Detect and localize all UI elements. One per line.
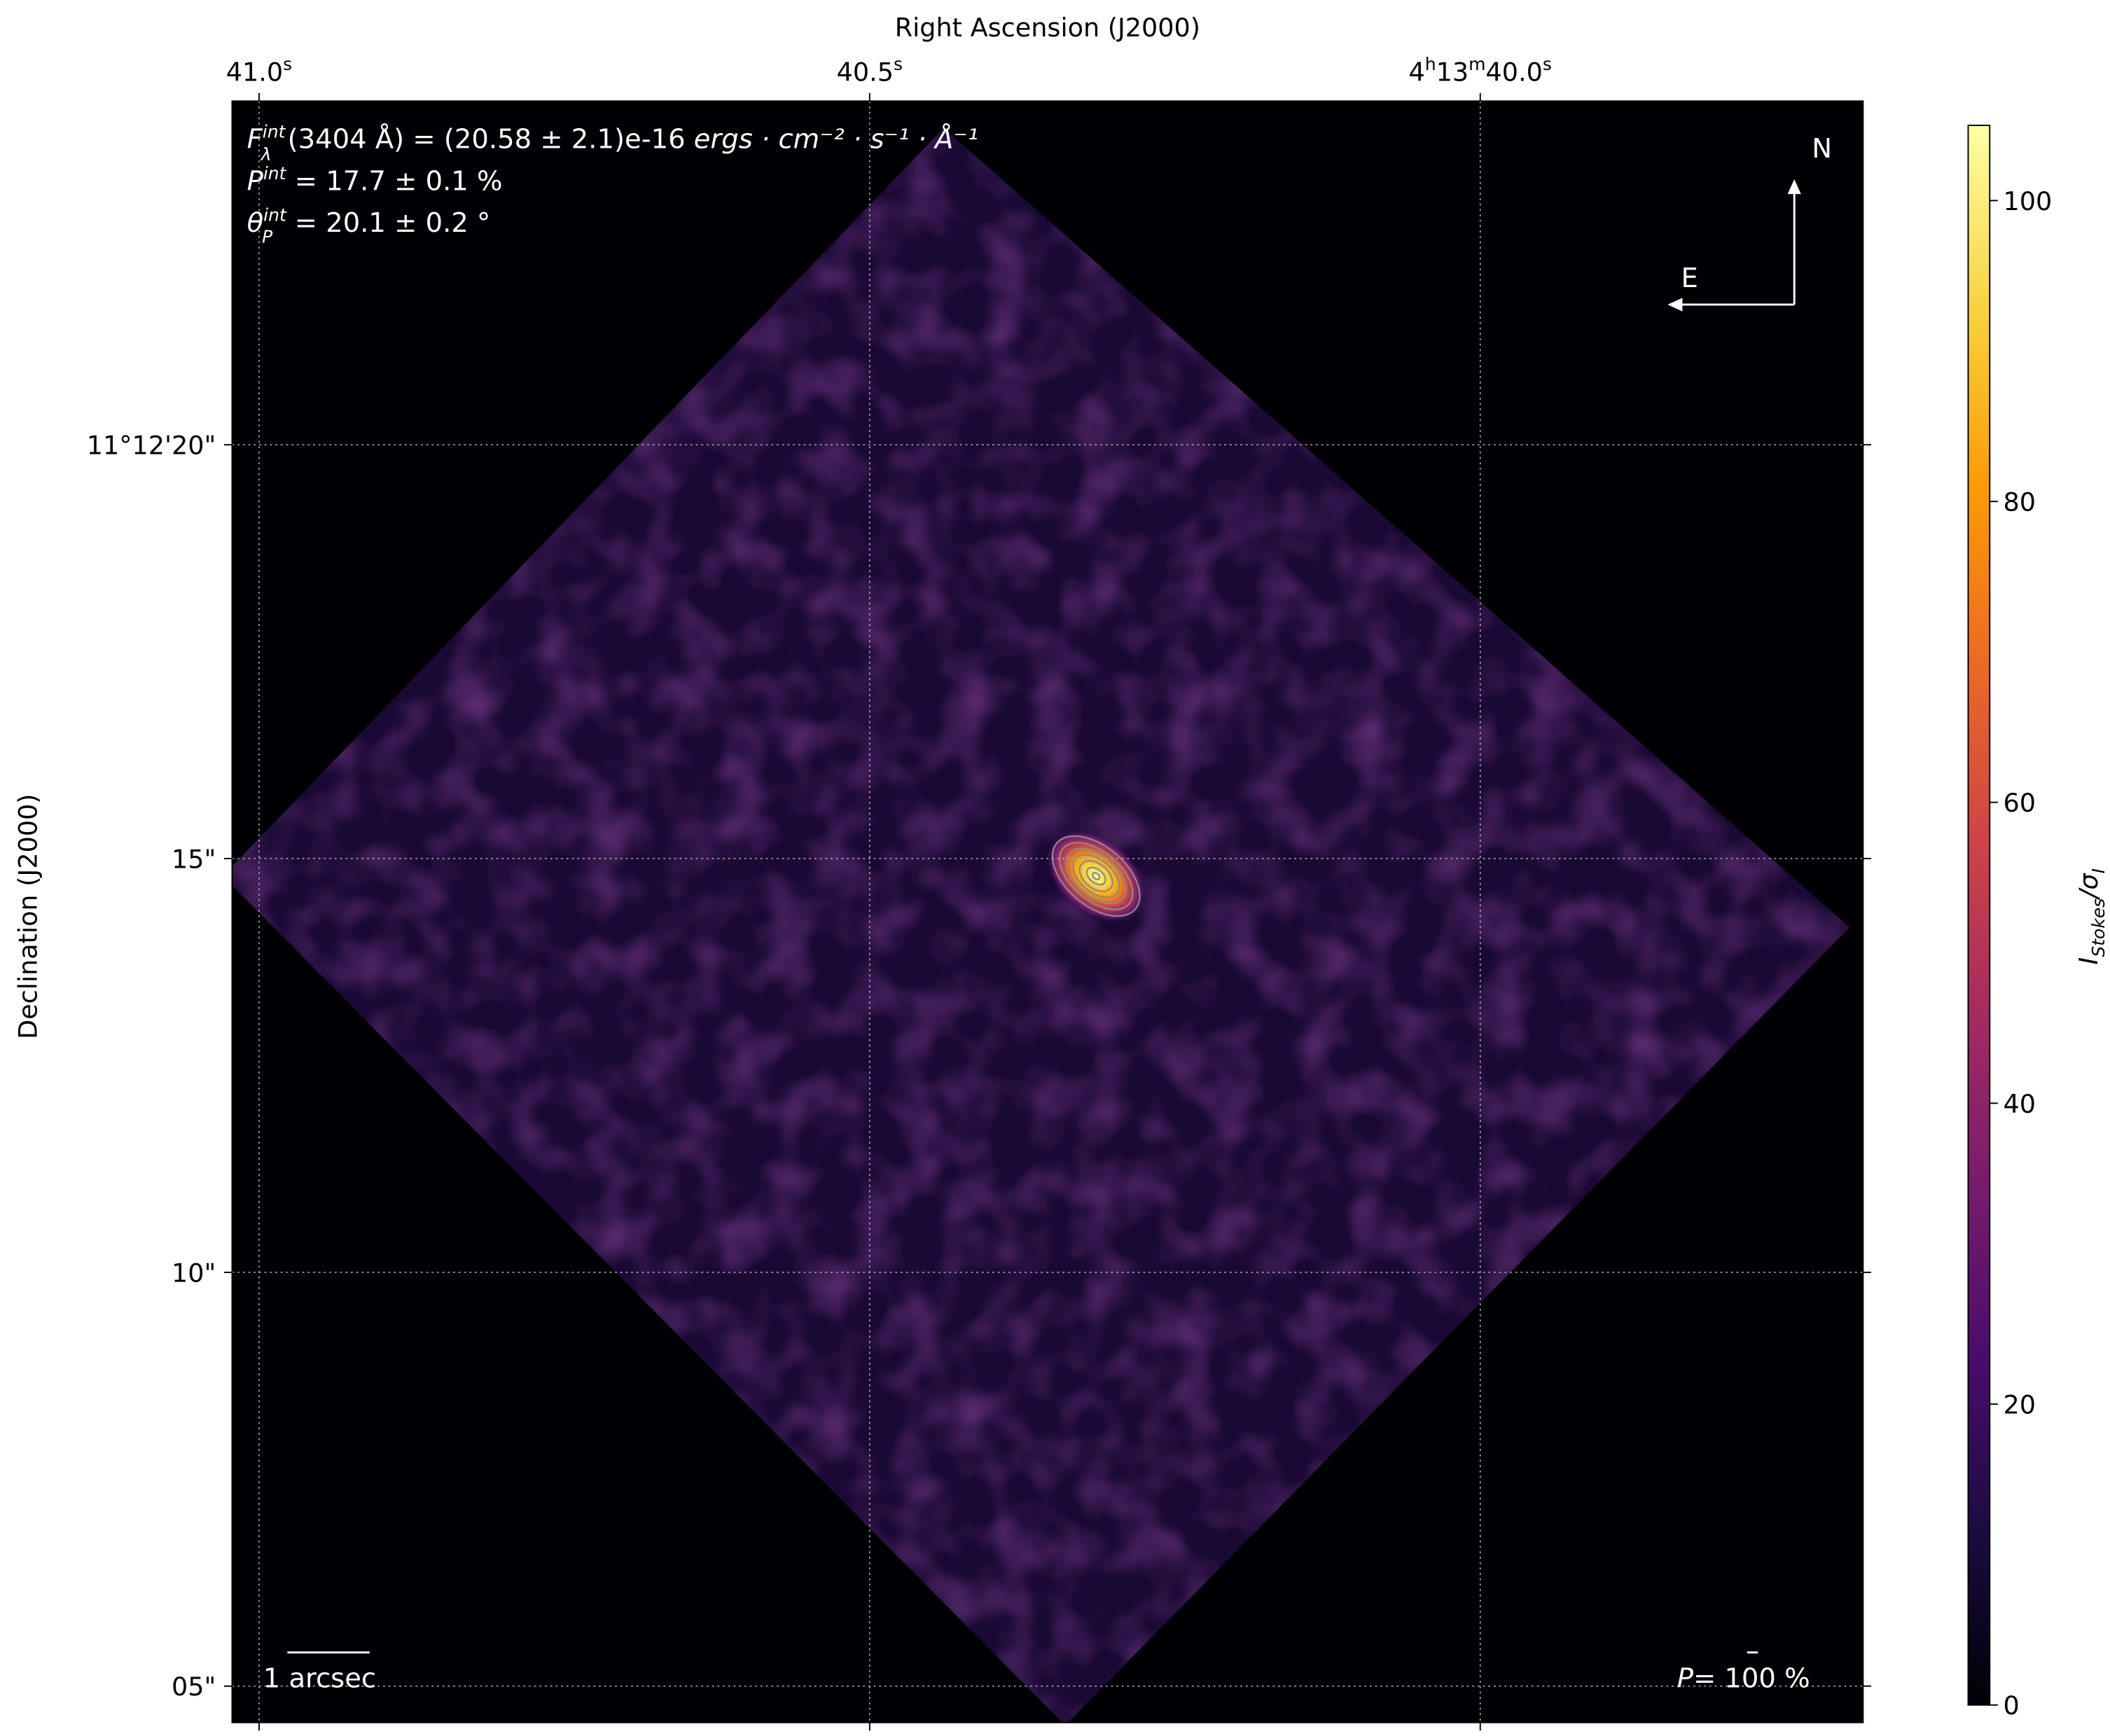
colorbar-tick-label: 0 — [2004, 1690, 2020, 1721]
scale-bar: 1 arcsec — [263, 1651, 376, 1695]
image-area: Fint λ (3404 Å) = (20.58 ± 2.1)e-16 ergs ·… — [232, 101, 1863, 1723]
svg-text:N: N — [1812, 133, 1832, 165]
colorbar-tick-label: 20 — [2004, 1390, 2036, 1420]
svg-text:P= 100 %: P= 100 % — [1677, 1663, 1810, 1695]
compass: N E — [1667, 133, 1832, 312]
x-axis-label: Right Ascension (J2000) — [895, 13, 1200, 43]
angle-annotation: θint P = 20.1 ± 0.2 ° — [247, 205, 491, 247]
plot-frame — [231, 100, 1864, 1723]
flux-annotation: Fint λ (3404 Å) = (20.58 ± 2.1)e-16 ergs ·… — [247, 121, 978, 165]
contours — [1051, 835, 1141, 917]
colorbar-tick-label: 60 — [2004, 788, 2036, 818]
source — [1046, 829, 1146, 923]
colorbar-gradient — [1967, 125, 1991, 1706]
colorbar-label: IStokes/σI — [2074, 868, 2109, 965]
colorbar: 0 20 40 60 80 100 IStokes/σI — [1967, 125, 2109, 1721]
x-tick-label: 40.5s — [837, 54, 903, 87]
colorbar-tick-label: 80 — [2004, 487, 2036, 518]
x-tick-label: 4h13m40.0s — [1409, 54, 1552, 87]
polarization-scale: P= 100 % — [1677, 1651, 1810, 1695]
colorbar-tick-label: 40 — [2004, 1089, 2036, 1119]
y-tick-label: 10" — [172, 1258, 216, 1288]
polarization-annotation: Pint = 17.7 ± 0.1 % — [247, 163, 503, 197]
tick-marks — [223, 92, 1871, 1731]
y-tick-label: 05" — [172, 1672, 216, 1702]
x-tick-label: 41.0s — [226, 54, 292, 87]
y-axis-label: Declination (J2000) — [13, 794, 43, 1040]
east-arrow-icon — [1667, 298, 1683, 312]
north-arrow-icon — [1787, 179, 1801, 195]
svg-text:E: E — [1681, 263, 1698, 294]
grid — [232, 101, 1863, 1723]
y-tick-label: 15" — [172, 844, 216, 874]
colorbar-tick-label: 100 — [2004, 186, 2053, 216]
y-tick-label: 11°12'20" — [87, 431, 216, 461]
svg-text:1 arcsec: 1 arcsec — [263, 1663, 376, 1695]
